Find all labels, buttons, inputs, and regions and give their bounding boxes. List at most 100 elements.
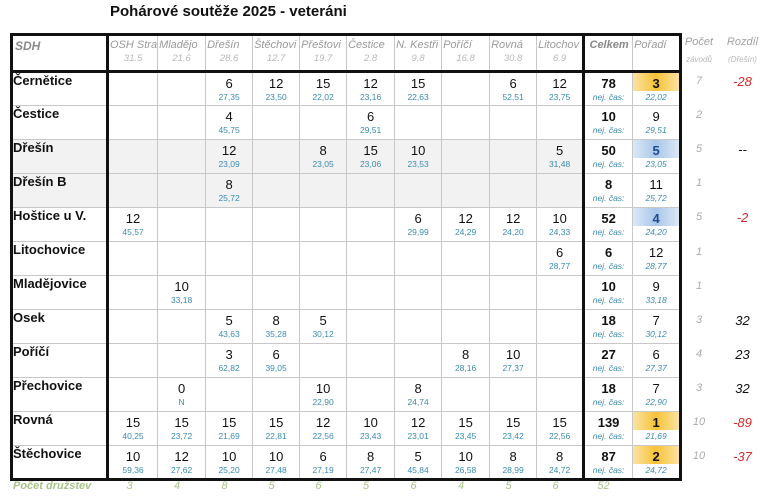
points: 6	[414, 211, 422, 226]
competition-name: OSH Stra	[110, 39, 158, 51]
empty-cell	[536, 173, 586, 208]
time: 59,36	[122, 465, 144, 475]
empty-cell	[299, 275, 348, 310]
result-cell: 10 27,37	[489, 343, 538, 378]
team-name: Mladějovice	[10, 275, 109, 310]
result-cell: 12 23,16	[346, 71, 396, 106]
time: 24,74	[407, 397, 429, 407]
result-cell: 10 27,48	[252, 445, 301, 481]
points: 10	[174, 279, 189, 294]
sdh-label: SDH	[15, 39, 41, 53]
points: 12	[221, 143, 237, 158]
total-cell: 10 nej. čas:	[583, 275, 634, 310]
best-time: 24,20	[645, 227, 667, 237]
table-row: Rovná 15 40,25 15 23,72 15 21,69 15 22,81 12 22,56…	[10, 411, 683, 446]
points: 6	[366, 109, 375, 124]
points: 4	[225, 109, 233, 124]
total-label: Celkem	[589, 39, 629, 51]
difference: --	[738, 142, 747, 158]
difference: -28	[733, 74, 752, 89]
result-cell: 5 30,12	[299, 309, 348, 344]
points: 15	[221, 415, 237, 430]
points: 15	[458, 415, 473, 430]
rank: 3	[633, 73, 678, 91]
empty-cell	[441, 377, 491, 412]
empty-cell	[441, 275, 491, 310]
empty-cell	[394, 105, 443, 140]
time: 25,72	[218, 193, 240, 203]
best-time-label: nej. čas:	[592, 159, 625, 169]
total-cell: 78 nej. čas:	[583, 71, 634, 106]
result-cell: 6 27,19	[299, 445, 348, 481]
race-count: 4	[695, 347, 703, 360]
time: 25,20	[218, 465, 240, 475]
time: 31,48	[548, 159, 571, 169]
result-cell: 6 39,05	[252, 343, 301, 378]
time: 23,42	[502, 431, 524, 441]
time: 45,75	[218, 125, 240, 135]
competition-name: Litochov	[538, 39, 580, 51]
total-points: 139	[597, 415, 620, 430]
count-header: Počet	[684, 36, 714, 48]
table-row: Černětice 6 27,35 12 23,50 15 22,02 12 23,16 15 22…	[10, 71, 683, 106]
result-cell: 10 23,53	[394, 139, 443, 174]
header-row: SDH OSH Stra 31.5 Mladějo 21.6 Dřešín 28.6 Ště…	[10, 33, 683, 73]
header-competition: Poříčí 16.8	[441, 33, 491, 73]
time: 27,47	[359, 465, 382, 475]
race-count: 3	[695, 313, 703, 326]
result-cell: 15 22,63	[394, 71, 443, 106]
empty-cell	[205, 241, 254, 276]
points: 3	[225, 347, 233, 362]
empty-cell	[299, 105, 348, 140]
empty-cell	[489, 173, 538, 208]
empty-cell	[489, 105, 538, 140]
competition-date: 6.9	[552, 53, 567, 64]
rank-cell: 2 24,72	[632, 445, 683, 481]
points: 12	[315, 415, 331, 430]
time: 23,16	[359, 92, 382, 102]
rank: 7	[652, 313, 660, 328]
race-count: 10	[692, 450, 706, 463]
empty-cell	[106, 105, 159, 140]
result-cell: 8 24,74	[394, 377, 443, 412]
time: 23,43	[359, 431, 382, 441]
rank-cell: 11 25,72	[632, 173, 683, 208]
team-name: Litochovice	[10, 241, 109, 276]
result-cell: 6 27,35	[205, 71, 254, 106]
table-row: Osek 5 43,63 8 35,28 5 30,12 18 nej. čas: 7 30,12	[10, 309, 683, 344]
points: 8	[366, 449, 375, 464]
total-cell: 18 nej. čas:	[583, 377, 634, 412]
time: 27,37	[502, 363, 524, 373]
best-time-label: nej. čas:	[592, 227, 625, 237]
difference: -37	[733, 449, 752, 465]
header-competition: Čestice 2.8	[346, 33, 396, 73]
result-cell: 15 40,25	[106, 411, 159, 446]
race-count: 10	[692, 416, 706, 428]
time: 24,20	[502, 227, 524, 237]
time: 43,63	[218, 329, 240, 339]
total-points: 10	[601, 279, 616, 294]
empty-cell	[157, 173, 207, 208]
table-row: Přechovice 0 N 10 22,90 8 24,74 18 nej. čas: 7 22,…	[10, 377, 683, 412]
competition-date: 19.7	[313, 53, 333, 64]
team-count-total: 52	[597, 480, 610, 492]
points: 15	[174, 415, 189, 430]
time: 39,05	[265, 363, 287, 373]
rank: 6	[652, 347, 660, 362]
time: 29,51	[359, 125, 382, 135]
best-time: 22,02	[645, 92, 667, 102]
rank: 2	[633, 446, 678, 464]
competition-name: Rovná	[491, 39, 523, 51]
result-cell: 15 22,56	[536, 411, 586, 446]
empty-cell	[346, 377, 396, 412]
empty-cell	[299, 207, 348, 242]
total-points: 6	[604, 245, 613, 260]
competition-name: Mladějo	[159, 39, 198, 51]
time: 22,56	[312, 431, 334, 441]
competition-date: 9.8	[411, 53, 425, 64]
header-competition: Rovná 30.8	[489, 33, 538, 73]
empty-cell	[394, 173, 443, 208]
rank: 12	[648, 245, 664, 260]
race-count: 5	[695, 211, 703, 224]
race-count: 7	[695, 75, 703, 87]
